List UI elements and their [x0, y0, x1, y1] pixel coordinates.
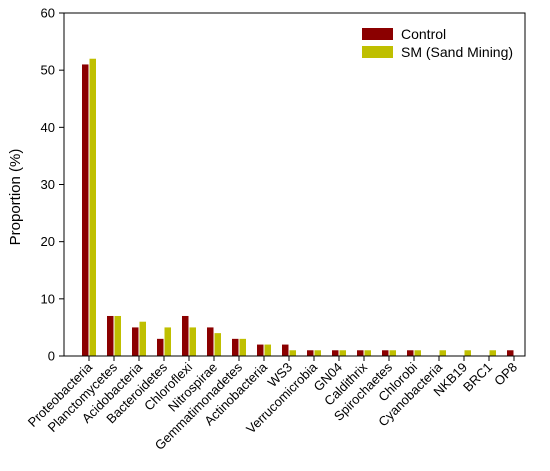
y-tick-label: 50	[41, 63, 55, 78]
bar-sm-bacteroidetes	[164, 327, 171, 356]
bar-control-proteobacteria	[82, 64, 89, 356]
bar-control-bacteroidetes	[157, 338, 164, 356]
bar-control-actinobacteria	[257, 344, 264, 356]
x-category-label: BRC1	[460, 360, 495, 395]
legend-label-sm: SM (Sand Mining)	[401, 44, 513, 60]
bar-sm-acidobacteria	[139, 321, 146, 356]
bar-control-chlorobi	[407, 350, 414, 356]
bar-control-ws3	[282, 344, 289, 356]
bar-sm-cyanobacteria	[439, 350, 446, 356]
x-category-label: OP8	[491, 360, 520, 389]
bar-sm-spirochaetes	[389, 350, 396, 356]
bar-sm-gn04	[339, 350, 346, 356]
bar-sm-nitrospirae	[214, 333, 221, 356]
bar-control-planctomycetes	[107, 315, 114, 356]
bar-sm-ws3	[289, 350, 296, 356]
bar-sm-nkb19	[464, 350, 471, 356]
y-tick-label: 30	[41, 177, 55, 192]
bar-sm-verrucomicrobia	[314, 350, 321, 356]
bar-control-verrucomicrobia	[307, 350, 314, 356]
legend-swatch-control	[362, 28, 393, 40]
bar-sm-planctomycetes	[114, 315, 121, 356]
bar-sm-chloroflexi	[189, 327, 196, 356]
y-ticks-group: 0 10 20 30 40 50 60	[41, 6, 64, 364]
bar-control-caldithrix	[357, 350, 364, 356]
bar-sm-caldithrix	[364, 350, 371, 356]
plot-frame	[63, 12, 526, 357]
y-tick-label: 0	[48, 349, 55, 364]
y-tick-label: 10	[41, 291, 55, 306]
y-tick-label: 20	[41, 234, 55, 249]
y-tick-label: 40	[41, 120, 55, 135]
bar-sm-actinobacteria	[264, 344, 271, 356]
bar-control-spirochaetes	[382, 350, 389, 356]
axes-group	[63, 12, 526, 357]
y-tick-label: 60	[41, 6, 55, 21]
bars-group	[82, 58, 514, 356]
bar-control-chloroflexi	[182, 315, 189, 356]
bar-sm-chlorobi	[414, 350, 421, 356]
bar-control-op8	[507, 350, 514, 356]
legend-swatch-sm	[362, 46, 393, 58]
bar-sm-gemmatimonadetes	[239, 338, 246, 356]
bar-sm-proteobacteria	[89, 58, 96, 356]
bar-sm-brc1	[489, 350, 496, 356]
legend: Control SM (Sand Mining)	[362, 26, 513, 60]
legend-label-control: Control	[401, 26, 446, 42]
bar-control-acidobacteria	[132, 327, 139, 356]
x-labels-group: ProteobacteriaPlanctomycetesAcidobacteri…	[25, 356, 520, 453]
bar-control-gemmatimonadetes	[232, 338, 239, 356]
y-axis-title: Proportion (%)	[7, 149, 24, 246]
bar-control-gn04	[332, 350, 339, 356]
bar-control-nitrospirae	[207, 327, 214, 356]
